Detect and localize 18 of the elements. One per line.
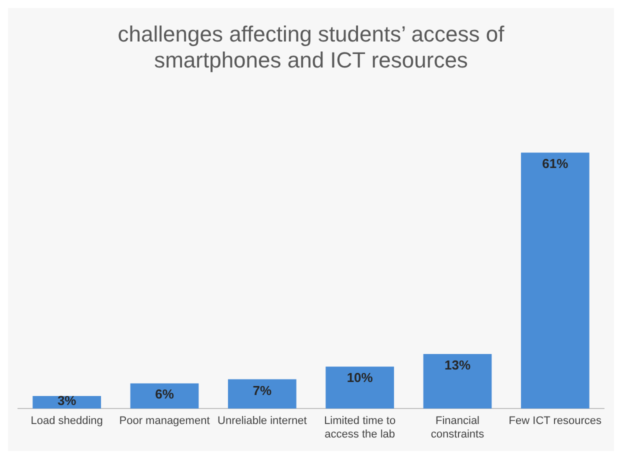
bar [326,366,394,409]
x-tick-label: Financial constraints [430,415,485,440]
x-tick-label: Load shedding [30,415,103,428]
bar [130,383,199,409]
data-label: 61% [542,156,569,172]
x-tick-label: Unreliable internet [218,415,307,428]
x-tick-label: Few ICT resources [508,415,602,428]
data-label: 7% [252,382,272,398]
x-tick-label: Poor management [119,415,210,428]
bar [520,152,590,409]
data-label: 13% [444,358,471,373]
bar [423,354,492,409]
data-label: 10% [346,370,374,386]
x-tick-label: Limited time to access the lab [324,415,396,440]
bar [228,379,296,409]
data-label: 6% [155,386,174,402]
data-label: 3% [57,392,77,408]
chart-title: challenges affecting students’ access of smartphones and ICT resources [118,21,506,73]
